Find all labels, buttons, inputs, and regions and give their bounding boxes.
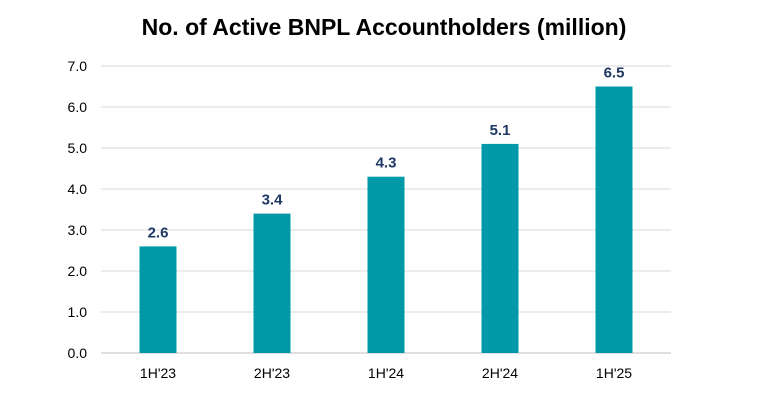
data-label: 4.3 — [376, 155, 397, 172]
data-label: 3.4 — [262, 192, 284, 209]
x-tick-label: 2H'23 — [254, 365, 290, 381]
data-label: 6.5 — [604, 65, 625, 82]
chart-title: No. of Active BNPL Accountholders (milli… — [141, 14, 627, 40]
bar — [595, 86, 633, 353]
y-tick-label: 0.0 — [68, 345, 88, 361]
data-label: 5.1 — [490, 122, 511, 139]
x-tick-label: 1H'23 — [140, 365, 176, 381]
x-tick-label: 2H'24 — [482, 365, 518, 381]
bar — [139, 246, 177, 353]
y-tick-label: 7.0 — [68, 58, 88, 74]
bar — [367, 176, 405, 353]
y-tick-label: 1.0 — [68, 304, 88, 320]
y-tick-label: 4.0 — [68, 181, 88, 197]
x-tick-label: 1H'25 — [596, 365, 632, 381]
x-tick-label: 1H'24 — [368, 365, 404, 381]
y-tick-label: 6.0 — [68, 99, 88, 115]
data-label: 2.6 — [148, 224, 169, 241]
y-tick-label: 2.0 — [68, 263, 88, 279]
y-tick-label: 5.0 — [68, 140, 88, 156]
bar — [253, 213, 291, 353]
y-tick-label: 3.0 — [68, 222, 88, 238]
bar — [481, 143, 519, 353]
